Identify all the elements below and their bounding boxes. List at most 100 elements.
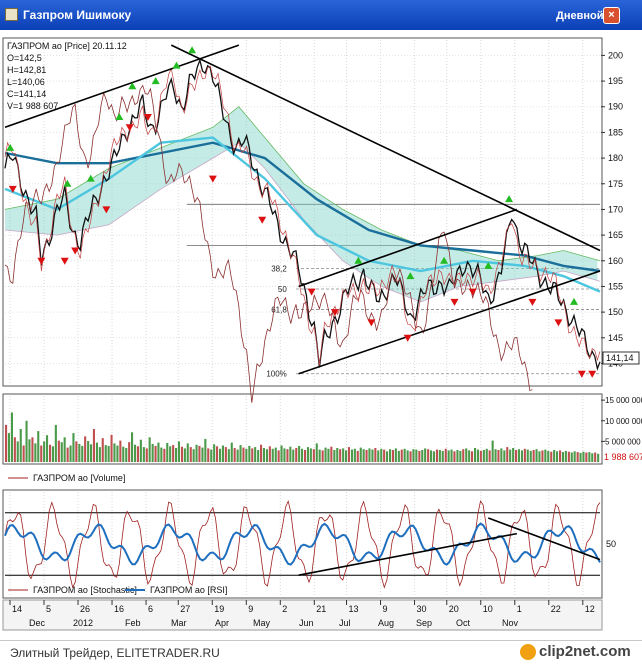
xaxis-day-label: 1 xyxy=(517,604,522,614)
volume-bar xyxy=(154,445,157,462)
volume-bar xyxy=(286,449,289,462)
volume-bar xyxy=(169,446,172,462)
volume-bar xyxy=(148,437,151,463)
volume-bar xyxy=(523,448,526,462)
volume-bar xyxy=(315,443,318,462)
xaxis-day-label: 2 xyxy=(282,604,287,614)
price-ytick-label: 180 xyxy=(608,153,623,163)
volume-bar xyxy=(529,450,532,462)
volume-bar xyxy=(183,448,186,462)
sell-arrow-icon xyxy=(208,175,217,183)
last-price-tag xyxy=(602,351,640,365)
volume-bar xyxy=(597,453,600,463)
volume-bar xyxy=(192,449,195,462)
volume-bar xyxy=(459,450,462,462)
buy-arrow-icon xyxy=(115,113,124,121)
volume-bar xyxy=(113,443,116,462)
xaxis-month-label: Nov xyxy=(502,618,519,628)
period-selector[interactable]: Дневной xyxy=(556,10,604,22)
volume-bar xyxy=(157,442,160,462)
buy-arrow-icon xyxy=(63,179,72,187)
volume-bar xyxy=(254,447,257,462)
chart-area: 38,2 50 61,8 100% 200 195 190 185 180 175 170 165 1… xyxy=(0,30,642,640)
volume-bar xyxy=(306,447,309,462)
volume-bar xyxy=(353,448,356,462)
volume-bar xyxy=(221,445,224,462)
volume-bar xyxy=(189,447,192,462)
stochastic-line xyxy=(4,499,601,589)
volume-bar xyxy=(280,445,283,462)
volume-bar xyxy=(474,448,477,462)
volume-bar xyxy=(236,449,239,462)
xaxis-month-label: Oct xyxy=(456,618,471,628)
xaxis-month-label: Dec xyxy=(29,618,46,628)
volume-bar xyxy=(116,445,119,462)
sell-arrow-icon xyxy=(143,114,152,122)
volume-bar xyxy=(295,448,298,462)
sell-arrow-icon xyxy=(468,288,477,296)
xaxis-day-label: 6 xyxy=(148,604,153,614)
volume-bar xyxy=(365,450,368,462)
cloud-lower-line xyxy=(4,142,601,303)
xaxis-day-label: 26 xyxy=(80,604,90,614)
volume-bar xyxy=(277,450,280,462)
volume-bar xyxy=(46,435,49,462)
volume-bar xyxy=(547,450,550,462)
volume-bar xyxy=(409,451,412,462)
volume-bar xyxy=(90,444,93,462)
sell-arrow-icon xyxy=(403,334,412,342)
volume-bar xyxy=(274,447,277,462)
volume-bar xyxy=(72,433,75,462)
buy-arrow-icon xyxy=(6,143,15,151)
volume-bar xyxy=(482,450,485,462)
volume-bar xyxy=(415,449,418,462)
volume-bar xyxy=(538,451,541,462)
volume-bar xyxy=(579,452,582,462)
ohlc-low: L=140,06 xyxy=(7,77,45,87)
volume-bar xyxy=(588,452,591,462)
volume-bar xyxy=(500,448,503,462)
volume-bar xyxy=(424,448,427,462)
volume-bar xyxy=(515,450,518,462)
sell-arrow-icon xyxy=(60,257,69,265)
xaxis-day-label: 16 xyxy=(114,604,124,614)
volume-bar xyxy=(16,441,19,462)
oscillator-panel xyxy=(2,489,603,599)
volume-bar xyxy=(142,447,145,462)
clip2net-logo[interactable]: clip2net.com xyxy=(520,643,638,663)
osc-ytick-label: 50 xyxy=(606,539,616,549)
volume-bar xyxy=(251,448,254,462)
xaxis-day-label: 19 xyxy=(214,604,224,614)
close-icon[interactable]: × xyxy=(603,7,620,24)
volume-bar xyxy=(119,440,122,462)
xaxis-month-label: 2012 xyxy=(73,618,93,628)
volume-bar xyxy=(412,449,415,462)
xaxis-month-label: Aug xyxy=(378,618,394,628)
volume-ytick-label: 10 000 000 xyxy=(605,417,642,426)
volume-bar xyxy=(84,436,87,462)
buy-arrow-icon xyxy=(406,272,415,280)
volume-bar xyxy=(582,451,585,462)
ohlc-high: H=142,81 xyxy=(7,65,46,75)
volume-bar xyxy=(283,448,286,462)
price-ytick-label: 145 xyxy=(608,333,623,343)
volume-bar xyxy=(265,449,268,462)
volume-bar xyxy=(374,448,377,462)
volume-bar xyxy=(356,450,359,462)
volume-bar xyxy=(160,447,163,462)
volume-bar xyxy=(248,445,251,462)
volume-bar xyxy=(60,442,63,462)
volume-bar xyxy=(430,450,433,462)
xaxis-month-label: May xyxy=(253,618,271,628)
footer: Элитный Трейдер, ELITETRADER.RU clip2net… xyxy=(0,640,642,666)
volume-bar xyxy=(391,450,394,462)
sell-arrow-icon xyxy=(528,298,537,306)
volume-bar xyxy=(418,450,421,462)
osc-trendline xyxy=(298,532,518,576)
volume-bar xyxy=(339,449,342,462)
volume-bar xyxy=(453,451,456,462)
volume-bar xyxy=(318,449,321,462)
volume-bar xyxy=(219,448,222,462)
volume-bar xyxy=(476,449,479,462)
volume-bar xyxy=(324,447,327,462)
